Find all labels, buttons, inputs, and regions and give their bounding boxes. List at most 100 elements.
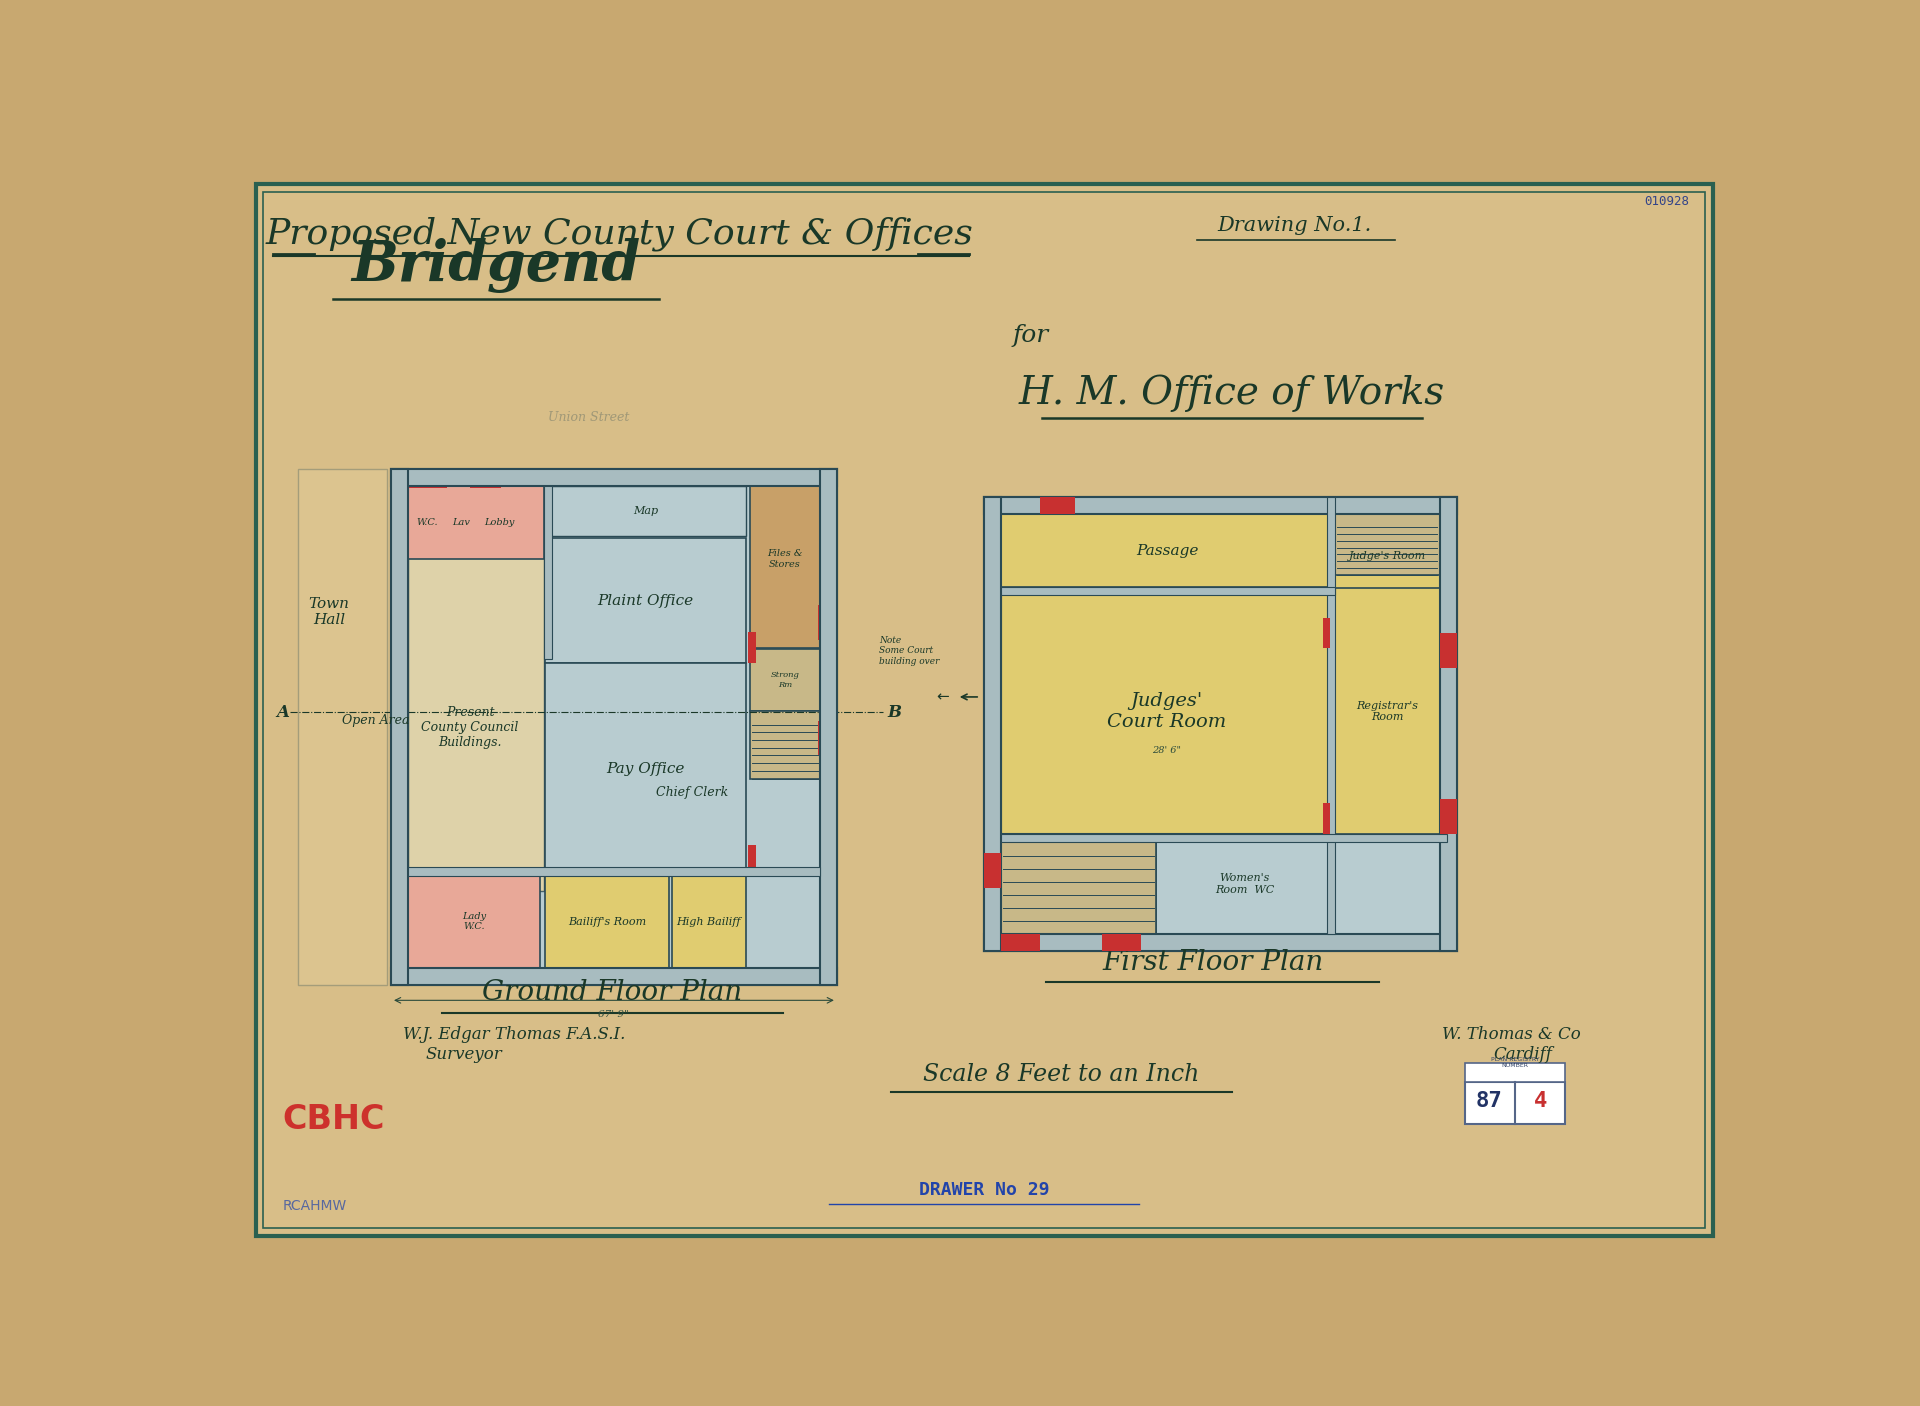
Bar [392,470,837,986]
Text: High Bailiff: High Bailiff [676,917,741,927]
Text: PLAN REGISTRY
NUMBER: PLAN REGISTRY NUMBER [1490,1057,1540,1069]
Bar [751,711,820,779]
FancyBboxPatch shape [253,183,1715,1237]
Text: Open Area: Open Area [342,713,409,727]
Bar [1000,834,1156,934]
Text: Judges'
Court Room: Judges' Court Room [1108,692,1227,731]
Text: A: A [276,704,290,721]
Bar [749,633,756,664]
Text: Lobby: Lobby [484,519,515,527]
Bar [409,477,447,488]
Bar [409,876,540,967]
Bar [540,974,582,986]
Text: W.J. Edgar Thomas F.A.S.I.: W.J. Edgar Thomas F.A.S.I. [403,1026,626,1043]
Bar [409,555,543,891]
Bar [409,486,543,560]
Bar [1323,617,1331,648]
Text: DRAWER No 29: DRAWER No 29 [920,1181,1048,1199]
Text: Strong
Rm: Strong Rm [770,672,799,689]
Text: 28' 6": 28' 6" [1152,745,1181,755]
Text: W.C.: W.C. [417,519,438,527]
Text: Bridgend: Bridgend [351,238,639,292]
Bar [1440,800,1457,834]
Bar [1327,496,1334,934]
Bar [983,853,1000,889]
Bar [672,876,747,967]
Text: Map: Map [634,506,659,516]
Bar [543,486,553,659]
Bar [1000,834,1446,842]
Text: ←: ← [937,689,948,704]
Bar [392,470,837,486]
Text: H. M. Office of Works: H. M. Office of Works [1020,374,1446,412]
Text: Lav: Lav [451,519,470,527]
Text: Present
County Council
Buildings.: Present County Council Buildings. [422,706,518,749]
Bar [1000,586,1334,595]
Bar [409,868,820,876]
Text: W. Thomas & Co: W. Thomas & Co [1442,1026,1580,1043]
Bar [1465,1063,1565,1083]
Bar [470,477,501,488]
Bar [818,721,829,755]
Bar [983,496,1457,513]
Text: Lady
W.C.: Lady W.C. [463,912,486,932]
Text: Passage: Passage [1137,544,1198,558]
Text: RCAHMW: RCAHMW [282,1199,348,1213]
Bar [392,967,837,986]
Bar [545,876,670,967]
Bar [1041,496,1075,513]
Bar [1000,513,1334,586]
Bar [1334,588,1440,834]
Text: Ground Floor Plan: Ground Floor Plan [482,980,741,1007]
Bar [1440,633,1457,668]
Text: Bailiff's Room: Bailiff's Room [568,917,647,927]
Text: Drawing No.1.: Drawing No.1. [1217,217,1371,235]
Text: Pay Office: Pay Office [607,762,685,776]
Text: Town
Hall: Town Hall [309,598,349,627]
Bar [1440,496,1457,950]
Bar [392,470,409,986]
Bar [751,486,820,648]
Text: 010928: 010928 [1644,195,1690,208]
Text: First Floor Plan: First Floor Plan [1102,949,1323,976]
Bar [545,664,747,876]
Text: Registrar's
Room: Registrar's Room [1356,700,1419,723]
Bar [545,486,747,536]
Bar [543,520,551,560]
Bar [298,470,388,986]
Text: Cardiff: Cardiff [1494,1046,1551,1063]
Bar [1323,803,1331,834]
Text: Surveyor: Surveyor [426,1046,503,1063]
Text: Judge's Room: Judge's Room [1348,551,1425,561]
Text: Scale 8 Feet to an Inch: Scale 8 Feet to an Inch [924,1063,1200,1085]
Text: 87: 87 [1476,1091,1503,1111]
Text: 67' 9": 67' 9" [599,1011,630,1019]
Text: B: B [887,704,902,721]
Bar [749,845,756,876]
Bar [699,974,741,986]
Bar [751,650,820,711]
Bar [1102,934,1140,950]
Text: Files &
Stores: Files & Stores [768,550,803,569]
Text: Note
Some Court
building over: Note Some Court building over [879,636,939,665]
Bar [1156,834,1334,934]
Bar [392,529,401,562]
Text: Union Street: Union Street [547,411,630,423]
Bar [1465,1083,1565,1125]
Bar [1000,934,1041,950]
Text: Plaint Office: Plaint Office [597,593,693,607]
Bar [820,470,837,986]
Bar [1334,513,1440,710]
Text: for: for [1012,323,1048,347]
Bar [983,496,1457,950]
Bar [818,606,829,640]
Text: Chief Clerk: Chief Clerk [657,786,728,799]
Bar [983,934,1457,950]
Bar [1334,513,1440,575]
Bar [983,496,1000,950]
Text: 4: 4 [1534,1091,1548,1111]
Text: Proposed New County Court & Offices: Proposed New County Court & Offices [265,217,973,252]
Text: CBHC: CBHC [282,1102,386,1136]
Bar [1000,588,1334,834]
Text: Women's
Room  WC: Women's Room WC [1215,873,1275,894]
